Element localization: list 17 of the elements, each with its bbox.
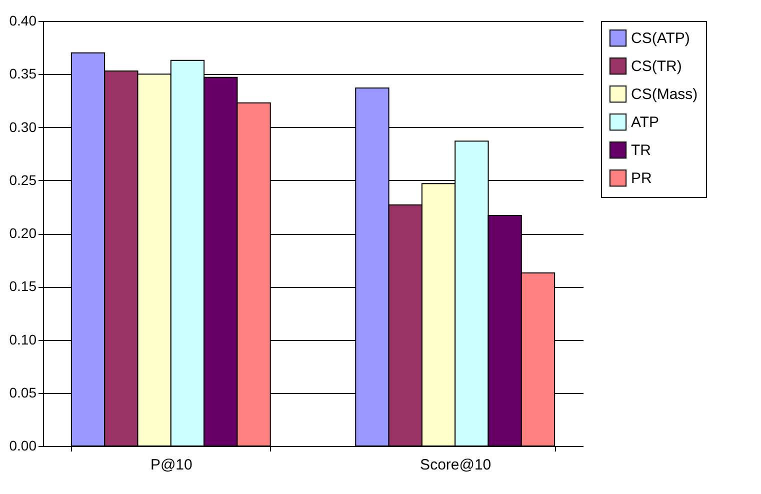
- y-tick-label: 0.00: [9, 438, 37, 454]
- legend-label: PR: [631, 170, 652, 187]
- y-tick-label: 0.20: [9, 225, 37, 241]
- x-tick-label: Score@10: [420, 456, 492, 474]
- y-tick-label: 0.35: [9, 66, 37, 82]
- x-tick-label: P@10: [150, 456, 192, 474]
- legend-label: ATP: [631, 114, 660, 131]
- y-tick-label: 0.30: [9, 118, 37, 135]
- y-tick-label: 0.40: [9, 12, 37, 28]
- legend-label: CS(ATP): [631, 30, 690, 47]
- y-tick-label: 0.25: [9, 172, 37, 188]
- y-tick-label: 0.05: [9, 384, 37, 400]
- legend-label: CS(Mass): [631, 86, 698, 103]
- y-tick-label: 0.15: [9, 278, 37, 294]
- legend-label: CS(TR): [631, 58, 682, 75]
- legend-label: TR: [631, 142, 652, 159]
- y-tick-label: 0.10: [9, 331, 37, 348]
